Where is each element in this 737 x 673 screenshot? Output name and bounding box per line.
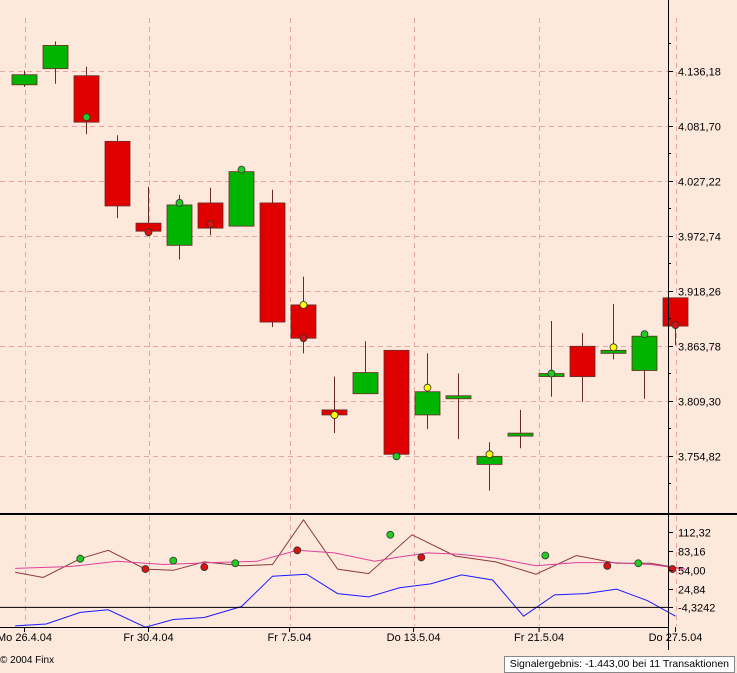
axes <box>0 0 737 650</box>
candle-body <box>507 432 534 437</box>
signal-marker-2 <box>175 199 184 207</box>
signal-marker-6 <box>299 334 308 343</box>
main-y-tick-label-2: 4.027,22 <box>678 177 721 189</box>
candle-16 <box>507 409 534 449</box>
indicator-marker-6 <box>386 530 395 539</box>
signal-marker-0 <box>82 113 91 122</box>
signal-marker-14 <box>671 321 680 329</box>
main-y-tick-label-3: 3.972,74 <box>678 232 721 244</box>
candle-body <box>11 74 38 86</box>
candle-3 <box>104 135 131 219</box>
main-y-tick-label-6: 3.809,30 <box>678 397 721 409</box>
candle-body <box>352 372 379 395</box>
x-tick-label-0: Mo 26.4.04 <box>0 632 52 644</box>
indicator-marker-8 <box>541 551 550 560</box>
signal-markers <box>82 113 680 461</box>
candle-body <box>166 204 193 246</box>
signal-marker-7 <box>330 411 339 419</box>
indicator-series-2 <box>15 573 676 628</box>
signal-marker-4 <box>237 165 246 174</box>
signal-marker-9 <box>423 383 432 392</box>
indicator-y-tick-label-1: 83,16 <box>678 547 706 559</box>
candlestick-series <box>11 41 689 491</box>
candle-4 <box>135 186 162 233</box>
indicator-y-tick-label-3: 24,84 <box>678 585 706 597</box>
main-y-tick-label-1: 4.081,70 <box>678 122 721 134</box>
candle-body <box>259 202 286 323</box>
tick-labels: 4.136,18 4.081,70 4.027,22 3.972,74 3.918,26… <box>0 43 721 644</box>
indicator-series-1 <box>15 549 685 570</box>
candle-body <box>228 171 255 227</box>
indicator-y-tick-label-2: 54,00 <box>678 566 706 578</box>
candle-10 <box>321 376 348 434</box>
signal-marker-12 <box>609 343 618 352</box>
x-tick-label-4: Fr 21.5.04 <box>514 632 564 644</box>
candle-body <box>569 345 596 377</box>
main-y-tick-label-5: 3.863,78 <box>678 342 721 354</box>
candle-12 <box>383 349 410 455</box>
signal-marker-3 <box>206 220 215 229</box>
candle-body <box>445 395 472 400</box>
signal-marker-11 <box>547 369 556 378</box>
candle-body <box>42 45 69 70</box>
x-tick-label-1: Fr 30.4.04 <box>123 632 173 644</box>
x-tick-label-3: Do 13.5.04 <box>387 632 441 644</box>
x-tick-label-5: Do 27.5.04 <box>649 632 703 644</box>
indicator-marker-2 <box>169 556 178 565</box>
candle-14 <box>445 373 472 440</box>
indicator-marker-0 <box>76 554 85 563</box>
candle-9 <box>290 276 317 354</box>
signal-marker-8 <box>392 452 401 461</box>
indicator-marker-5 <box>293 546 302 555</box>
indicator-marker-1 <box>141 565 150 573</box>
signal-marker-1 <box>144 228 153 237</box>
candle-18 <box>569 333 596 402</box>
candle-2 <box>73 66 100 135</box>
indicator-y-tick-label-0: 112,32 <box>678 528 711 540</box>
main-y-tick-label-0: 4.136,18 <box>678 67 721 79</box>
candle-17 <box>538 321 565 397</box>
candle-1 <box>42 41 69 84</box>
indicator-marker-3 <box>200 563 209 572</box>
candle-6 <box>197 187 224 236</box>
indicator-marker-10 <box>634 559 643 568</box>
signal-marker-5 <box>299 300 308 309</box>
indicator-marker-11 <box>668 565 677 573</box>
signal-marker-13 <box>640 330 649 339</box>
indicator-marker-7 <box>417 553 426 562</box>
indicator-series-0 <box>15 519 685 579</box>
grid-lines <box>0 18 677 626</box>
indicator-marker-4 <box>231 559 240 568</box>
indicator-marker-9 <box>603 561 612 570</box>
candle-8 <box>259 189 286 328</box>
candle-11 <box>352 341 379 395</box>
main-y-tick-label-4: 3.918,26 <box>678 287 721 299</box>
candle-body <box>104 140 131 207</box>
copyright-label: © 2004 Finx <box>0 655 55 666</box>
indicator-y-tick-label-4: -4,3242 <box>678 603 715 615</box>
signal-marker-10 <box>485 450 494 459</box>
candle-body <box>383 349 410 455</box>
candle-5 <box>166 194 193 260</box>
candle-15 <box>476 442 503 491</box>
signal-result-box: Signalergebnis: -1.443,00 bei 11 Transak… <box>503 656 735 673</box>
candle-body <box>414 391 441 416</box>
candle-20 <box>631 335 658 399</box>
x-tick-label-2: Fr 7.5.04 <box>268 632 312 644</box>
candle-7 <box>228 169 255 227</box>
main-y-tick-label-7: 3.754,82 <box>678 452 721 464</box>
indicator-lines <box>15 519 685 628</box>
candle-0 <box>11 70 38 87</box>
candle-body <box>631 335 658 371</box>
candle-body <box>290 304 317 339</box>
